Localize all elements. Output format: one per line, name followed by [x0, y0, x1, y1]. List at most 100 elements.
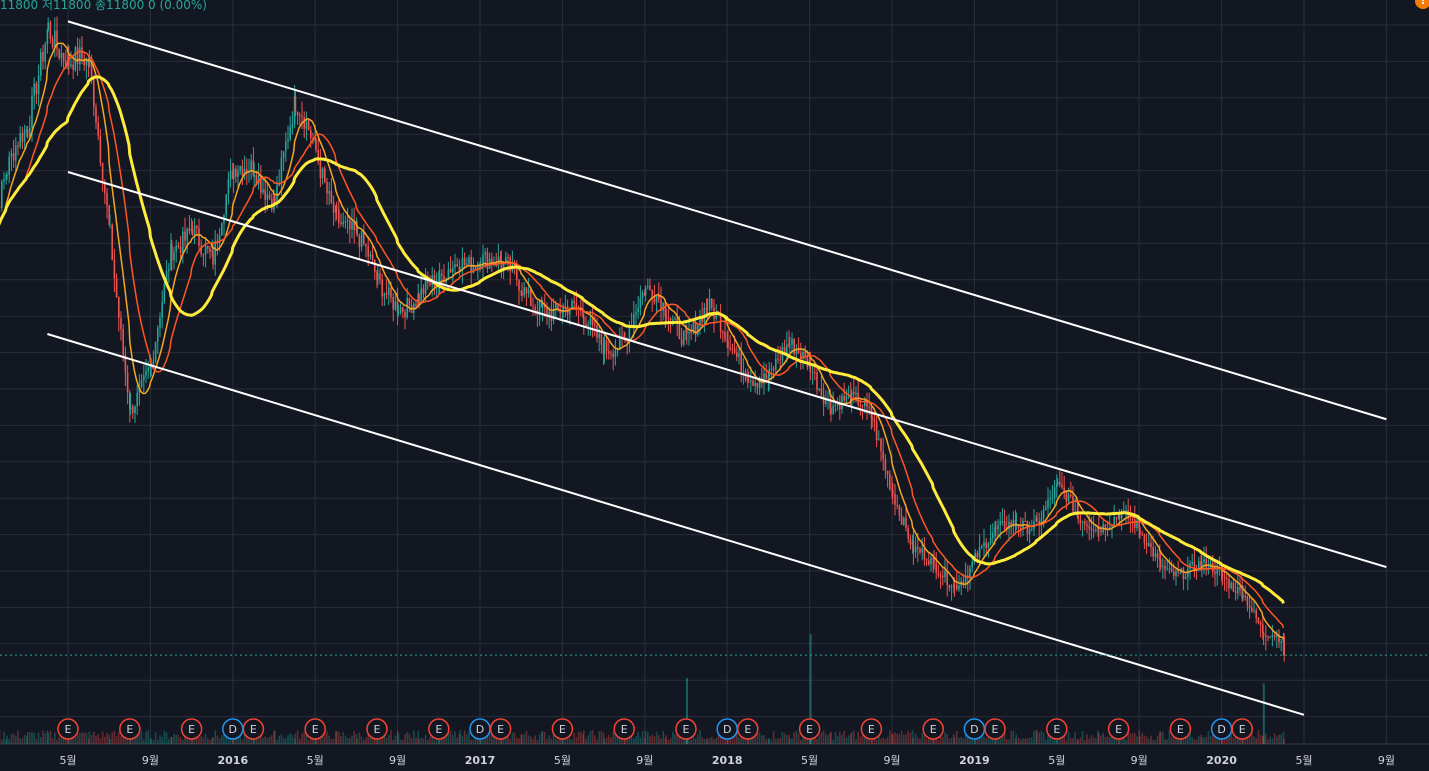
volume-bar	[1014, 738, 1017, 744]
candle-body	[669, 318, 672, 320]
volume-bar	[338, 731, 340, 744]
candle-body	[727, 340, 729, 348]
volume-bar	[976, 739, 979, 744]
alert-icon[interactable]: !	[1415, 0, 1429, 9]
candle-body	[449, 269, 452, 273]
candle-body	[686, 330, 688, 334]
volume-bar	[1273, 733, 1276, 744]
event-marker-earnings	[428, 718, 450, 740]
volume-bar	[1086, 734, 1088, 744]
candle-body	[1242, 595, 1244, 598]
volume-bar	[550, 738, 553, 744]
candle-body	[1159, 559, 1162, 568]
event-marker-earnings	[860, 718, 883, 740]
candle-body	[747, 379, 749, 381]
volume-bar	[1065, 739, 1068, 744]
volume-bar	[21, 738, 24, 744]
volume-bar	[853, 730, 855, 744]
volume-bar	[214, 730, 216, 744]
candle-body	[173, 251, 175, 261]
candle-body	[177, 245, 180, 248]
candle-body	[1074, 511, 1076, 513]
candle-body	[1226, 578, 1228, 580]
candle-body	[1031, 528, 1033, 530]
volume-bar	[26, 731, 29, 744]
candle-body	[1056, 482, 1059, 485]
volume-bar	[182, 739, 184, 744]
volume-bar	[1201, 737, 1203, 744]
volume-bar	[1098, 732, 1100, 744]
volume-bar	[894, 732, 896, 744]
event-marker-label: E	[621, 723, 628, 736]
candle-body	[5, 175, 7, 180]
volume-bar	[83, 732, 85, 744]
volume-bar	[1049, 731, 1051, 744]
volume-bar	[301, 733, 303, 744]
volume-bar	[106, 732, 108, 744]
volume-bar	[1067, 731, 1070, 744]
volume-bar	[296, 730, 299, 744]
volume-bar	[768, 738, 770, 744]
volume-bar	[200, 736, 202, 744]
event-marker-label: E	[250, 723, 257, 736]
volume-bar	[649, 735, 651, 744]
candle-body	[85, 57, 88, 66]
volume-bar	[72, 738, 74, 744]
volume-bar	[280, 734, 283, 744]
volume-bar	[834, 732, 837, 744]
candle-body	[822, 395, 825, 404]
volume-bar	[1271, 738, 1274, 744]
x-tick-label: 9월	[1378, 754, 1395, 767]
candle-body	[921, 548, 923, 553]
volume-bar	[454, 731, 456, 744]
candle-body	[175, 245, 177, 252]
candle-body	[239, 165, 241, 172]
volume-bar	[752, 732, 754, 744]
candle-body	[683, 331, 685, 345]
candle-body	[287, 139, 289, 142]
candle-body	[500, 262, 503, 269]
volume-bar	[1088, 738, 1090, 744]
volume-bar	[346, 737, 349, 744]
volume-bar	[971, 739, 973, 744]
candle-body	[711, 298, 713, 308]
volume-bar	[54, 732, 56, 744]
candle-body	[1120, 512, 1123, 519]
candle-body	[342, 221, 344, 224]
candle-body	[958, 585, 960, 590]
candle-body	[324, 168, 326, 183]
candle-body	[47, 22, 49, 30]
volume-bar	[870, 739, 873, 744]
volume-bar	[420, 737, 422, 744]
candle-body	[179, 247, 182, 253]
candle-body	[371, 254, 374, 260]
volume-bar	[196, 737, 198, 744]
candle-body	[678, 323, 681, 340]
volume-bar	[905, 734, 907, 744]
volume-bar	[763, 734, 765, 744]
volume-bar	[1259, 735, 1262, 744]
candle-body	[733, 348, 736, 353]
volume-bar	[591, 730, 594, 744]
candle-body	[999, 521, 1001, 526]
candle-body	[1063, 487, 1065, 492]
volume-bar	[754, 734, 756, 744]
volume-bar	[850, 733, 852, 744]
volume-bar	[276, 739, 278, 744]
candle-body	[1223, 576, 1226, 579]
volume-bar	[614, 732, 617, 744]
volume-bar	[775, 738, 777, 744]
volume-bar	[981, 734, 983, 744]
volume-bar	[1081, 730, 1084, 744]
x-tick-label: 5월	[1295, 754, 1312, 767]
candle-body	[1182, 568, 1185, 580]
candle-body	[374, 259, 376, 272]
candle-body	[406, 298, 408, 318]
volume-bar	[168, 739, 170, 744]
candle-body	[424, 279, 427, 294]
candle-body	[596, 325, 598, 338]
candle-body	[1239, 586, 1241, 590]
volume-bar	[907, 730, 909, 744]
